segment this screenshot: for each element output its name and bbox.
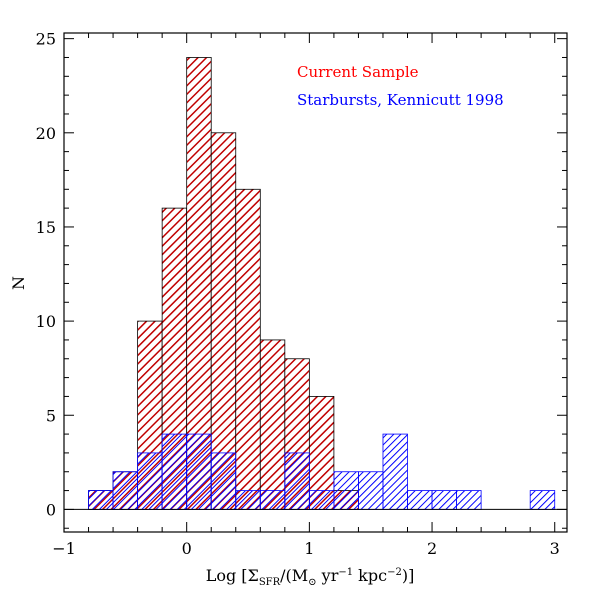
x-axis-label: Log [ΣSFR/(M⊙ yr−1 kpc−2)] [206, 566, 415, 588]
legend: Current Sample Starbursts, Kennicutt 199… [297, 63, 504, 109]
bar-starbursts [210, 452, 237, 510]
legend-entry-starbursts: Starbursts, Kennicutt 1998 [297, 91, 504, 109]
bar-starbursts [88, 490, 114, 510]
bar-starbursts [137, 452, 163, 510]
bar-starbursts [382, 433, 408, 510]
bar-starbursts [333, 471, 359, 510]
y-tick-label: 0 [46, 500, 56, 519]
histogram-bars [88, 57, 556, 510]
y-tick-label: 25 [36, 30, 56, 49]
bar-starbursts [284, 452, 310, 510]
y-tick-label: 5 [46, 406, 56, 425]
axes: −1 0 1 2 3 0 5 10 15 20 25 [36, 30, 568, 558]
series-starbursts [88, 433, 556, 510]
x-tick-label: −1 [52, 539, 76, 558]
bar-starbursts [529, 490, 556, 510]
x-tick-label: 2 [427, 539, 437, 558]
plot-frame [63, 32, 568, 533]
bar-starbursts [431, 490, 457, 510]
bar-starbursts [161, 433, 188, 510]
bar-starbursts [235, 490, 261, 510]
x-tick-label: 0 [182, 539, 192, 558]
bar-current-sample [235, 188, 261, 510]
series-current-sample [88, 57, 359, 510]
bar-starbursts [308, 490, 335, 510]
bar-starbursts [186, 433, 212, 510]
y-tick-label: 20 [36, 124, 56, 143]
x-tick-label: 3 [550, 539, 560, 558]
bar-starbursts [112, 471, 139, 510]
x-tick-label: 1 [304, 539, 314, 558]
bar-current-sample [259, 339, 286, 510]
legend-entry-current-sample: Current Sample [297, 63, 419, 81]
y-tick-label: 10 [36, 312, 56, 331]
bar-starbursts [456, 490, 482, 510]
bar-starbursts [259, 490, 286, 510]
bar-starbursts [407, 490, 433, 510]
bar-starbursts [358, 471, 384, 510]
y-tick-label: 15 [36, 218, 56, 237]
y-axis-label: N [9, 276, 28, 290]
